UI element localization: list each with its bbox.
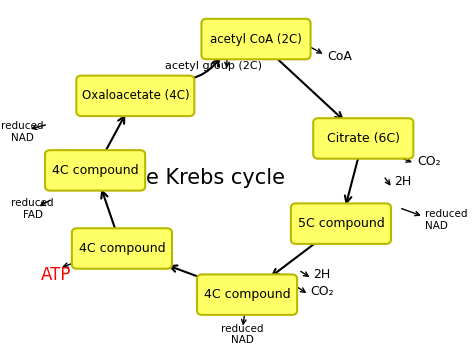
Text: reduced
NAD: reduced NAD bbox=[1, 121, 44, 143]
FancyBboxPatch shape bbox=[76, 76, 194, 116]
Text: acetyl group (2C): acetyl group (2C) bbox=[165, 61, 262, 71]
Text: CO₂: CO₂ bbox=[310, 285, 334, 298]
Text: ATP: ATP bbox=[40, 266, 71, 284]
FancyBboxPatch shape bbox=[291, 203, 391, 244]
Text: 5C compound: 5C compound bbox=[298, 217, 384, 230]
Text: The Krebs cycle: The Krebs cycle bbox=[120, 168, 285, 187]
Text: CoA: CoA bbox=[328, 50, 352, 63]
FancyBboxPatch shape bbox=[313, 118, 413, 159]
FancyBboxPatch shape bbox=[201, 19, 310, 59]
Text: 4C compound: 4C compound bbox=[204, 288, 291, 301]
Text: Oxaloacetate (4C): Oxaloacetate (4C) bbox=[82, 89, 189, 102]
Text: CO₂: CO₂ bbox=[417, 155, 440, 168]
Text: reduced
NAD: reduced NAD bbox=[221, 324, 264, 345]
FancyBboxPatch shape bbox=[197, 274, 297, 315]
Text: 4C compound: 4C compound bbox=[79, 242, 165, 255]
FancyBboxPatch shape bbox=[45, 150, 145, 191]
Text: 4C compound: 4C compound bbox=[52, 164, 138, 177]
Text: 2H: 2H bbox=[313, 268, 330, 280]
Text: Citrate (6C): Citrate (6C) bbox=[327, 132, 400, 145]
Text: 2H: 2H bbox=[394, 175, 411, 188]
Text: acetyl CoA (2C): acetyl CoA (2C) bbox=[210, 33, 302, 45]
Text: reduced
FAD: reduced FAD bbox=[11, 198, 54, 219]
FancyBboxPatch shape bbox=[72, 228, 172, 269]
Text: reduced
NAD: reduced NAD bbox=[425, 209, 467, 231]
